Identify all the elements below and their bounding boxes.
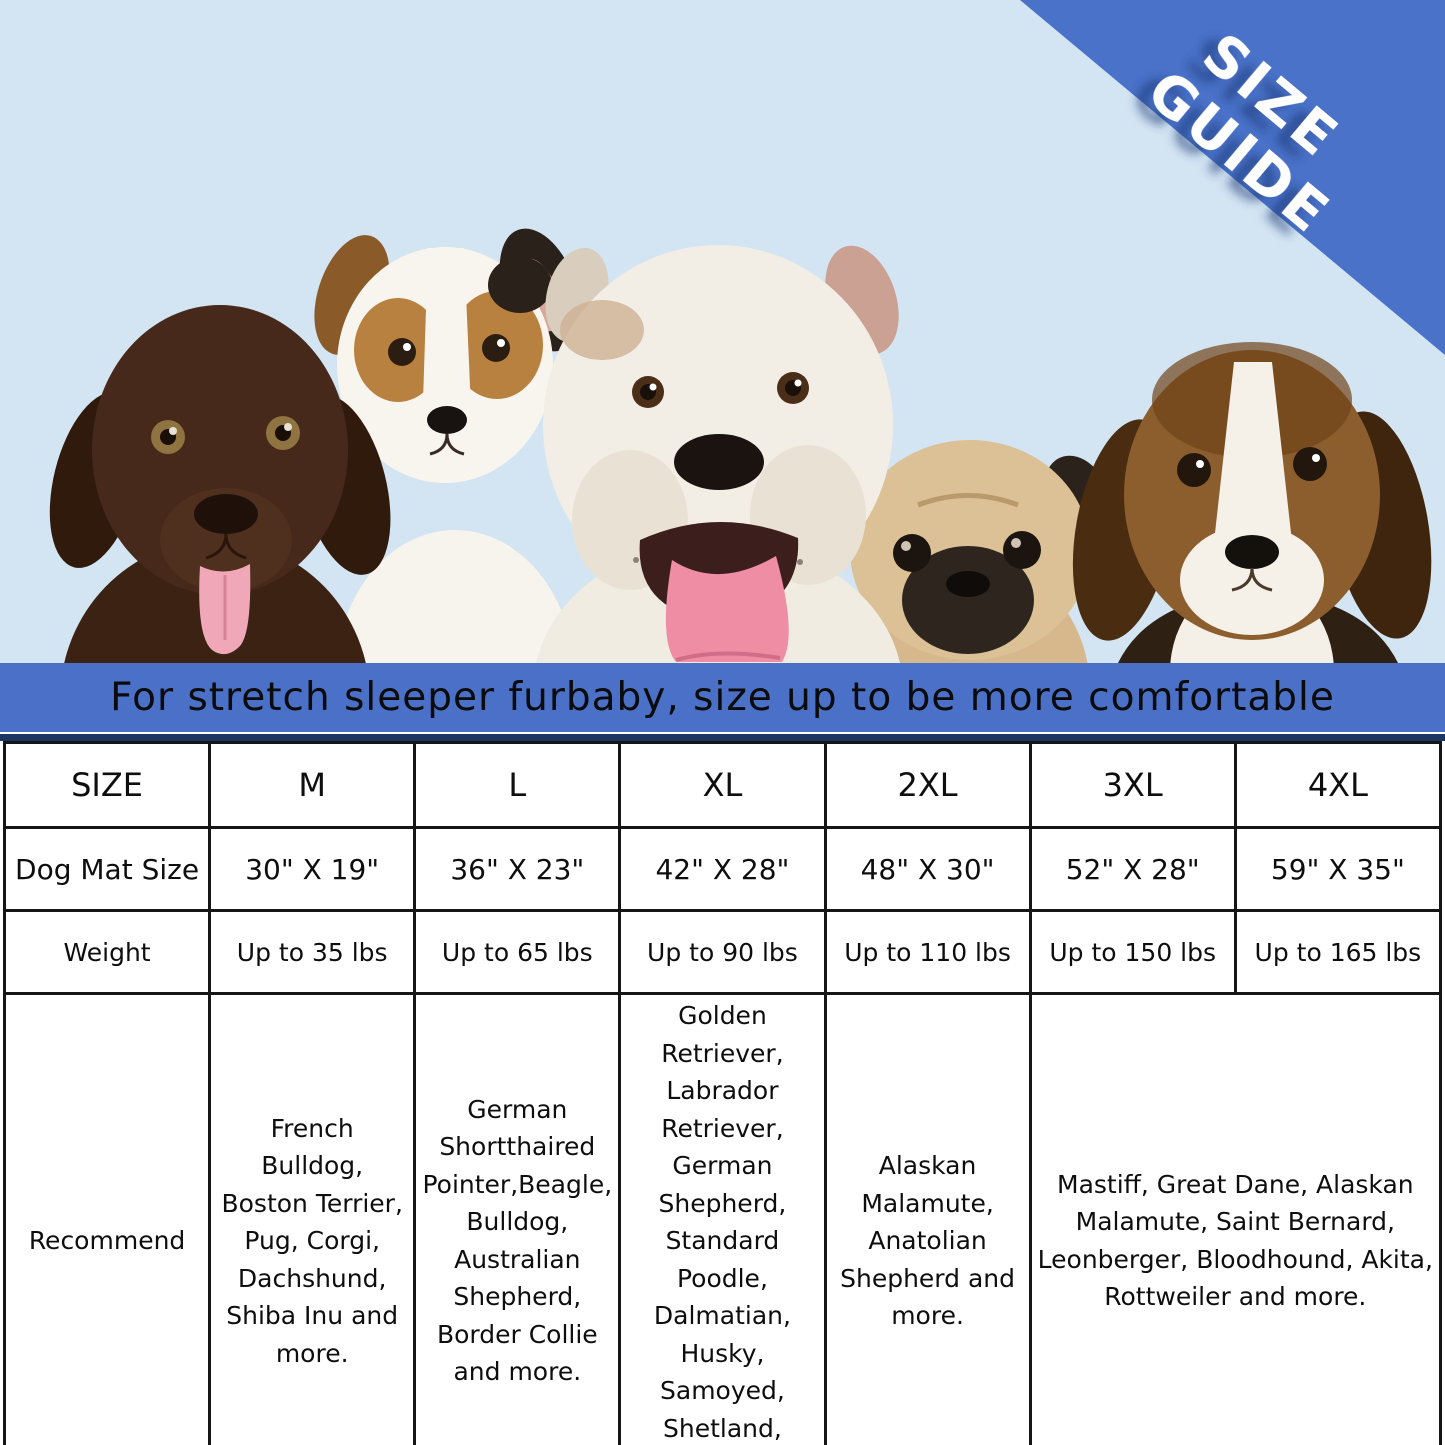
weight-l: Up to 65 lbs <box>413 909 622 995</box>
header-cell-xl: XL <box>618 741 827 829</box>
header-cell-m: M <box>208 741 417 829</box>
weight-m: Up to 35 lbs <box>208 909 417 995</box>
mat-size-label: Dog Mat Size <box>2 826 212 912</box>
mat-size-m: 30" X 19" <box>208 826 417 912</box>
dog-chocolate-labrador <box>49 305 391 663</box>
dog-jack-russell-terrier <box>314 228 581 663</box>
mat-size-4xl: 59" X 35" <box>1233 826 1443 912</box>
weight-label: Weight <box>2 909 212 995</box>
dog-beagle <box>1072 342 1432 663</box>
mat-size-2xl: 48" X 30" <box>823 826 1032 912</box>
mat-size-3xl: 52" X 28" <box>1028 826 1237 912</box>
header-cell-size: SIZE <box>2 741 212 829</box>
dog-pug <box>829 440 1113 663</box>
dog-english-bulldog <box>536 245 900 663</box>
weight-4xl: Up to 165 lbs <box>1233 909 1443 995</box>
header-row: SIZE M L XL 2XL 3XL 4XL <box>2 741 1443 829</box>
recommend-3xl-4xl: Mastiff, Great Dane, Alaskan Malamute, S… <box>1028 992 1443 1445</box>
banner: For stretch sleeper furbaby, size up to … <box>0 663 1445 732</box>
recommend-m: French Bulldog, Boston Terrier, Pug, Cor… <box>208 992 417 1445</box>
recommend-2xl: Alaskan Malamute, Anatolian Shepherd and… <box>823 992 1032 1445</box>
header-cell-l: L <box>413 741 622 829</box>
header-cell-2xl: 2XL <box>823 741 1032 829</box>
recommend-xl: Golden Retriever, Labrador Retriever, Ge… <box>618 992 827 1445</box>
mat-size-l: 36" X 23" <box>413 826 622 912</box>
weight-2xl: Up to 110 lbs <box>823 909 1032 995</box>
ribbon-triangle <box>1020 0 1445 355</box>
size-guide-ribbon: SIZE GUIDE <box>1020 0 1445 355</box>
recommend-l: German Shortthaired Pointer,Beagle, Bull… <box>413 992 622 1445</box>
header-cell-3xl: 3XL <box>1028 741 1237 829</box>
hero-photo: SIZE GUIDE <box>0 0 1445 663</box>
weight-row: Weight Up to 35 lbs Up to 65 lbs Up to 9… <box>2 909 1443 995</box>
weight-3xl: Up to 150 lbs <box>1028 909 1237 995</box>
table-top-divider <box>0 734 1445 741</box>
recommend-label: Recommend <box>2 992 212 1445</box>
weight-xl: Up to 90 lbs <box>618 909 827 995</box>
banner-text: For stretch sleeper furbaby, size up to … <box>110 675 1335 720</box>
recommend-row: Recommend French Bulldog, Boston Terrier… <box>2 992 1443 1445</box>
size-table: SIZE M L XL 2XL 3XL 4XL Dog Mat Size 30"… <box>2 741 1443 1445</box>
mat-size-row: Dog Mat Size 30" X 19" 36" X 23" 42" X 2… <box>2 826 1443 912</box>
header-cell-4xl: 4XL <box>1233 741 1443 829</box>
mat-size-xl: 42" X 28" <box>618 826 827 912</box>
